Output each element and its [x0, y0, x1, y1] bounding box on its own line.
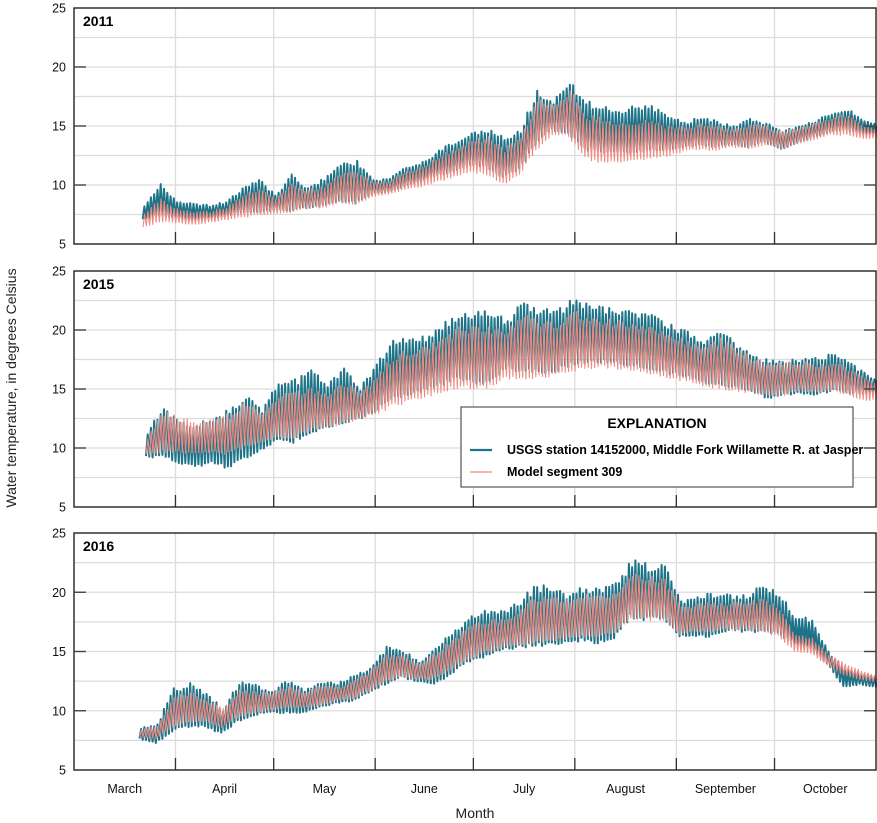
month-label-september: September [695, 782, 756, 796]
month-label-august: August [606, 782, 645, 796]
y-tick-label: 10 [52, 442, 66, 456]
y-tick-label: 25 [52, 265, 66, 279]
month-label-october: October [803, 782, 847, 796]
y-tick-label: 5 [59, 238, 66, 252]
y-tick-label: 25 [52, 527, 66, 541]
legend-label-observed: USGS station 14152000, Middle Fork Willa… [507, 443, 863, 457]
month-label-april: April [212, 782, 237, 796]
y-tick-label: 25 [52, 2, 66, 16]
month-label-may: May [313, 782, 337, 796]
y-tick-label: 20 [52, 61, 66, 75]
series-model-2016 [139, 573, 877, 739]
y-tick-label: 20 [52, 586, 66, 600]
y-tick-label: 15 [52, 383, 66, 397]
month-label-july: July [513, 782, 536, 796]
x-axis-title: Month [456, 805, 495, 821]
panel-2011: 5 10 15 20 25 2011 [52, 2, 877, 252]
month-label-june: June [411, 782, 438, 796]
panel-title: 2015 [83, 276, 114, 292]
y-axis-title: Water temperature, in degrees Celsius [3, 268, 19, 507]
legend-title: EXPLANATION [607, 415, 706, 431]
panel-title: 2011 [83, 13, 114, 29]
y-tick-label: 5 [59, 501, 66, 515]
series-model-2011 [142, 90, 877, 228]
series-model-2015 [145, 311, 877, 456]
y-tick-label: 10 [52, 704, 66, 718]
y-tick-label: 15 [52, 120, 66, 134]
legend-label-model: Model segment 309 [507, 465, 622, 479]
y-tick-label: 20 [52, 324, 66, 338]
y-tick-label: 5 [59, 764, 66, 778]
legend: EXPLANATION USGS station 14152000, Middl… [460, 406, 863, 488]
panel-2016: 5 10 15 20 25 2016 [52, 527, 877, 778]
panel-2015: 5 10 15 20 25 2015 [52, 265, 877, 515]
y-tick-label: 15 [52, 645, 66, 659]
legend-box [460, 406, 854, 488]
y-tick-label: 10 [52, 179, 66, 193]
month-labels: March April May June July August September Octo… [107, 782, 847, 796]
panel-title: 2016 [83, 538, 114, 554]
month-label-march: March [107, 782, 142, 796]
